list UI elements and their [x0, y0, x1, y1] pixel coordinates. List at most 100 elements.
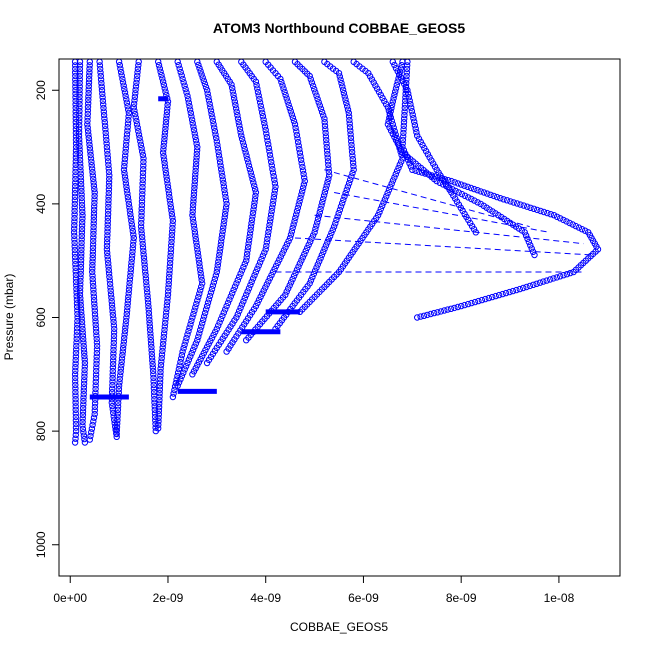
data-point	[92, 375, 100, 382]
data-point	[110, 322, 118, 329]
data-point	[143, 285, 151, 292]
data-point	[292, 214, 299, 222]
data-point	[262, 284, 269, 291]
data-point	[129, 252, 136, 259]
data-point	[220, 309, 228, 316]
data-point	[347, 134, 355, 142]
data-point	[403, 69, 410, 76]
data-point	[293, 128, 300, 135]
data-point	[78, 191, 85, 198]
data-point	[85, 100, 92, 107]
data-point	[267, 155, 274, 162]
data-point	[194, 249, 202, 256]
data-point	[78, 239, 85, 247]
data-point	[109, 367, 117, 375]
data-point	[79, 212, 86, 219]
data-point	[117, 368, 124, 376]
data-point	[382, 101, 390, 108]
data-point	[139, 176, 147, 184]
data-point	[76, 72, 84, 80]
data-point	[72, 399, 79, 406]
data-point	[349, 169, 356, 177]
data-point	[182, 363, 190, 370]
data-point	[247, 223, 255, 230]
data-point	[271, 176, 278, 183]
data-point	[266, 221, 273, 229]
data-point	[157, 376, 164, 383]
data-point	[441, 307, 448, 314]
data-point	[92, 378, 100, 385]
data-point	[150, 378, 157, 385]
data-point	[402, 94, 409, 101]
data-point	[104, 147, 111, 154]
data-point	[199, 74, 206, 81]
data-point	[451, 179, 458, 186]
data-point	[192, 164, 200, 171]
data-point	[76, 97, 83, 104]
data-point	[129, 224, 136, 231]
data-point	[297, 194, 304, 202]
data-point	[426, 154, 433, 161]
data-point	[457, 204, 464, 212]
data-point	[122, 141, 130, 149]
data-point	[289, 276, 296, 283]
data-point	[109, 385, 116, 392]
data-point	[213, 134, 220, 142]
data-point	[261, 123, 269, 130]
data-point	[422, 148, 430, 155]
data-point	[72, 353, 80, 360]
data-point	[155, 61, 163, 69]
data-point	[489, 293, 496, 301]
data-point	[90, 220, 97, 227]
data-point	[240, 298, 247, 305]
data-point	[85, 86, 92, 93]
data-point	[198, 71, 205, 78]
data-point	[76, 104, 83, 111]
data-point	[178, 372, 186, 380]
data-point	[192, 167, 199, 175]
data-point	[187, 321, 194, 328]
data-point	[190, 222, 198, 229]
data-point	[430, 160, 437, 167]
data-point	[298, 160, 305, 167]
data-point	[106, 280, 114, 288]
data-point	[104, 256, 112, 263]
data-point	[384, 121, 392, 128]
data-point	[411, 118, 418, 125]
data-point	[266, 151, 274, 159]
data-point	[323, 140, 330, 147]
data-point	[157, 368, 164, 376]
data-point	[76, 139, 83, 146]
data-point	[89, 244, 97, 252]
data-point	[162, 319, 169, 327]
data-point	[77, 257, 85, 264]
data-point	[163, 302, 171, 309]
data-point	[297, 156, 305, 164]
data-point	[317, 255, 324, 262]
data-point	[71, 225, 78, 232]
data-point	[310, 270, 317, 278]
data-point	[162, 88, 169, 95]
data-point	[346, 116, 353, 124]
data-point	[86, 145, 94, 152]
data-point	[160, 153, 167, 160]
data-point	[468, 195, 475, 203]
data-point	[402, 87, 409, 94]
data-point	[80, 401, 87, 408]
data-point	[337, 76, 344, 84]
data-point	[76, 136, 83, 143]
data-point	[211, 275, 219, 283]
data-point	[93, 349, 101, 357]
data-point	[257, 293, 264, 300]
data-point	[125, 293, 132, 300]
data-point	[147, 340, 155, 347]
data-point	[268, 207, 275, 215]
data-point	[78, 201, 86, 209]
data-point	[118, 355, 126, 362]
data-point	[81, 363, 89, 370]
data-point	[79, 329, 86, 336]
data-point	[139, 180, 146, 187]
data-point	[421, 144, 428, 152]
data-point	[124, 190, 131, 197]
data-point	[86, 138, 93, 145]
